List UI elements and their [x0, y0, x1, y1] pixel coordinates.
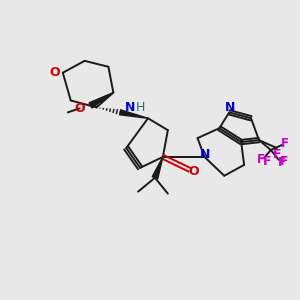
Text: N: N	[125, 101, 135, 114]
Polygon shape	[152, 157, 163, 179]
Text: F: F	[278, 156, 286, 170]
Text: F: F	[273, 148, 281, 161]
Text: O: O	[50, 66, 60, 79]
Text: F: F	[281, 136, 289, 150]
Text: O: O	[188, 165, 199, 178]
Polygon shape	[89, 92, 113, 108]
Text: O: O	[74, 102, 85, 115]
Text: F: F	[257, 153, 265, 167]
Text: F: F	[280, 155, 288, 168]
Text: N: N	[200, 148, 211, 161]
Text: H: H	[135, 101, 145, 114]
Text: N: N	[225, 101, 236, 114]
Text: F: F	[263, 155, 271, 168]
Polygon shape	[120, 110, 148, 118]
